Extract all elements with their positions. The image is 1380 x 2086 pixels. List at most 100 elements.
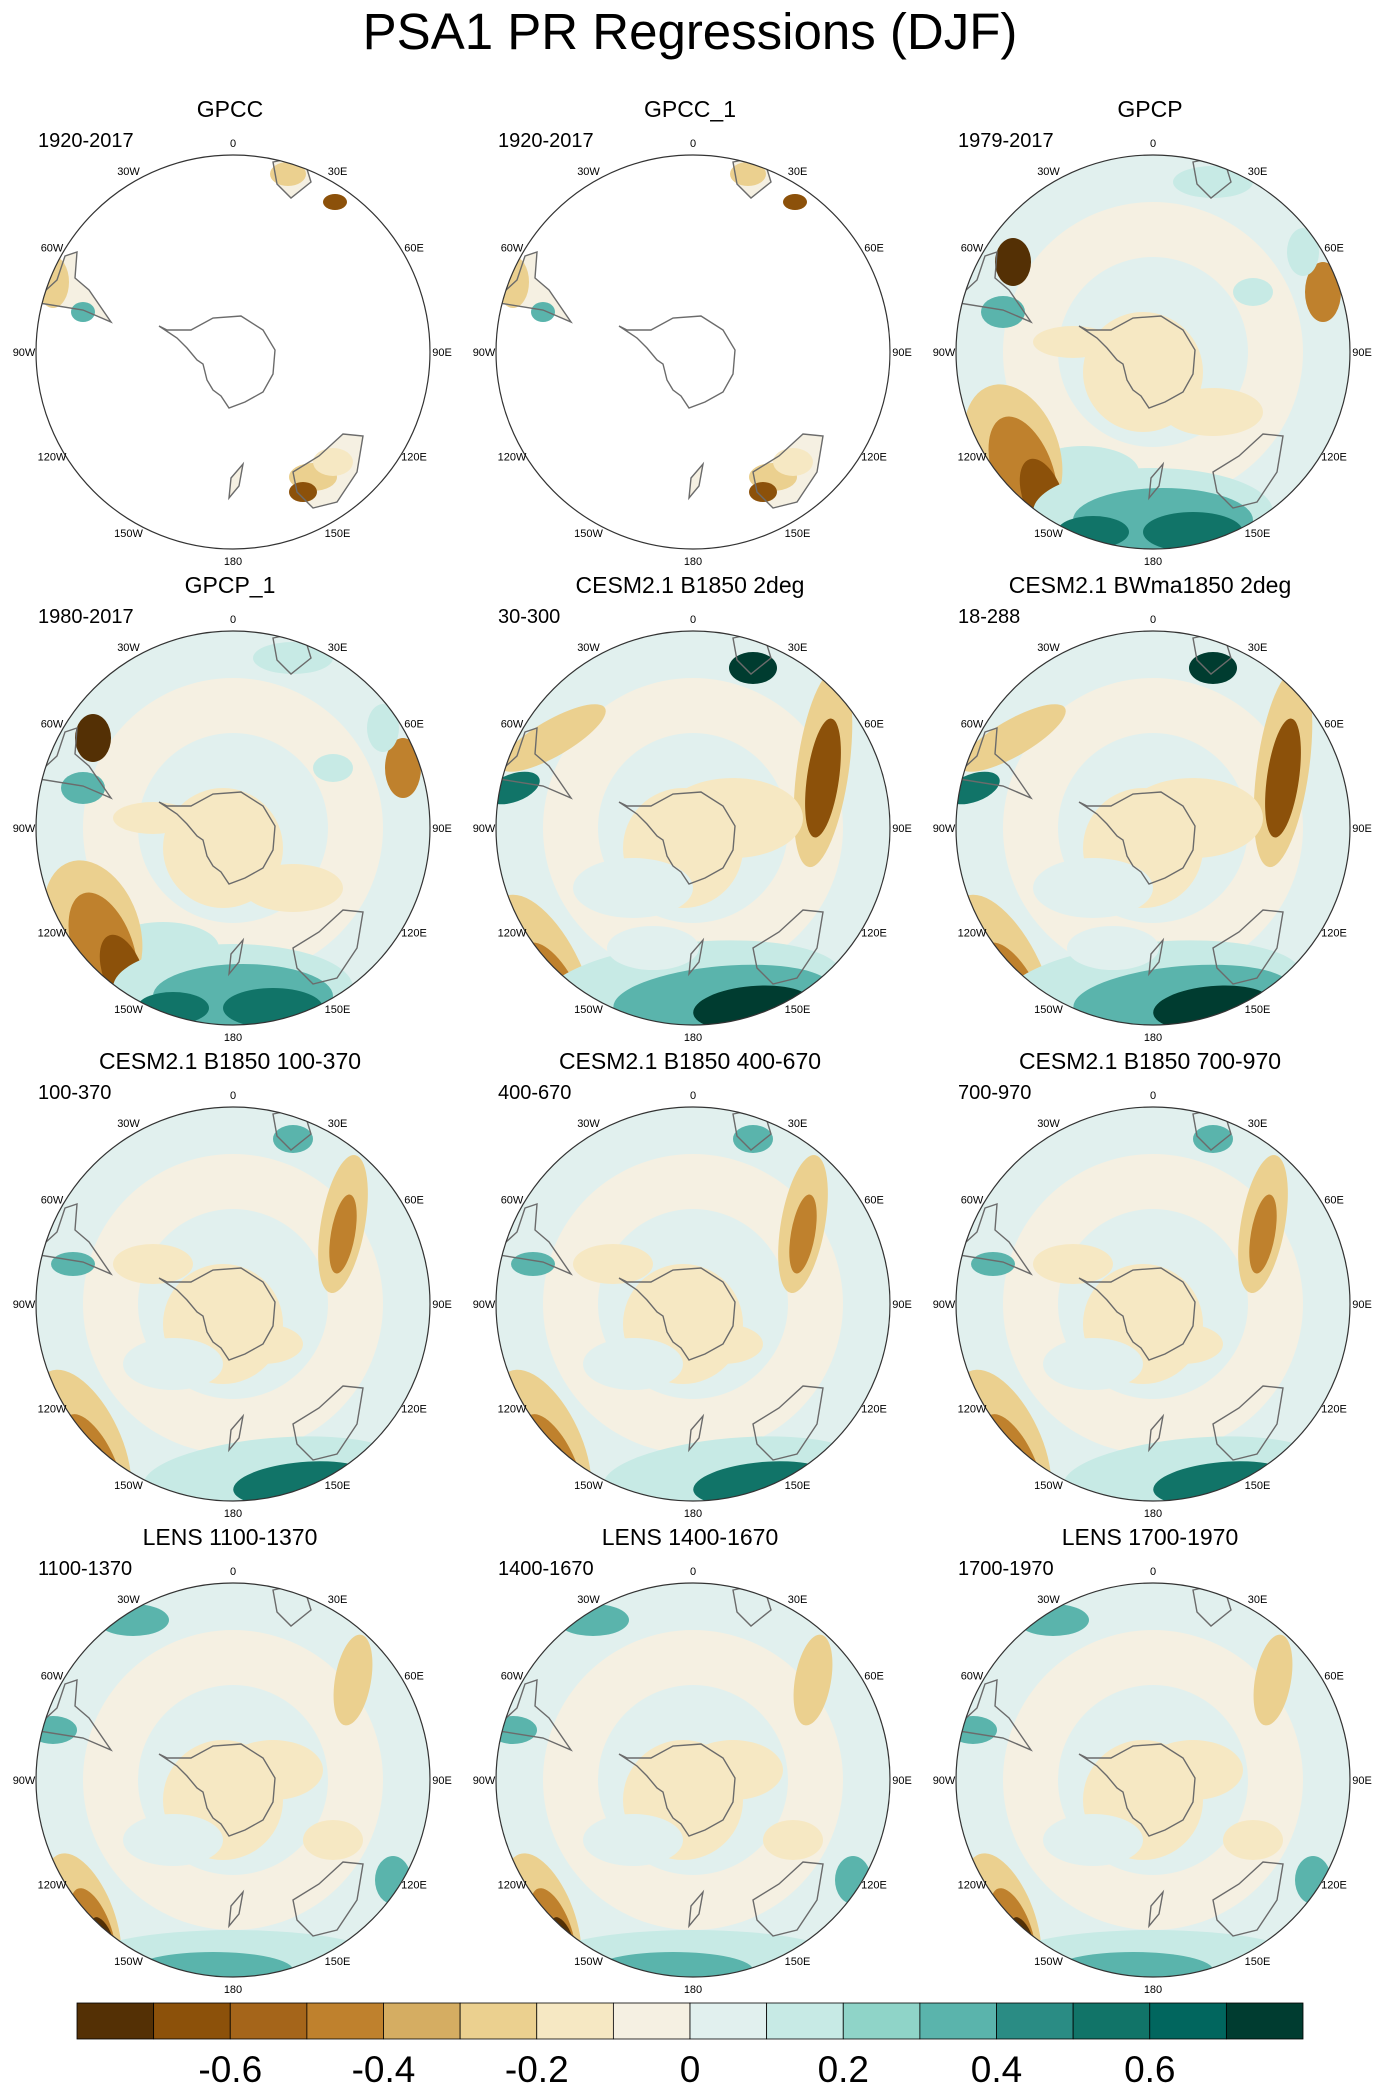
longitude-label: 180 [224, 1032, 242, 1044]
longitude-label: 150E [325, 1480, 351, 1492]
coastline [618, 315, 736, 409]
longitude-label: 30E [788, 1118, 808, 1130]
longitude-label: 120E [861, 1404, 887, 1416]
coastline [618, 791, 736, 885]
longitude-label: 30E [1248, 166, 1268, 178]
colorbar-box [766, 2002, 844, 2040]
longitude-label: 30E [1248, 1594, 1268, 1606]
map-panel: CESM2.1 B1850 400-670 0 30E 60E 90E 120E 150E 1… [460, 1047, 920, 1522]
map-panel: GPCC 0 30E 60E 90E 120E 150E 180 150W 120W 90W 60W 3… [0, 95, 460, 570]
map-boundary [955, 1106, 1351, 1502]
coastline [292, 1861, 364, 1937]
longitude-label: 30W [117, 166, 140, 178]
longitude-label: 150W [574, 1480, 603, 1492]
anomaly-contour [960, 704, 1066, 772]
longitude-label: 30E [1248, 1118, 1268, 1130]
longitude-label: 150E [325, 1956, 351, 1968]
anomaly-contour [253, 642, 333, 674]
colorbar-box [612, 2002, 691, 2040]
longitude-label: 60E [1324, 1195, 1344, 1207]
map-panel: GPCP_1 0 30E 60E 90E 120E 150E 180 150W 120W 90W 60… [0, 571, 460, 1046]
longitude-label: 60E [864, 1671, 884, 1683]
longitude-label: 30W [577, 1594, 600, 1606]
polar-map: 0 30E 60E 90E 120E 150E 180 150W 120W 90W 60W 30W [473, 614, 912, 1044]
map-panel: LENS 1100-1370 0 30E 60E 90E 120E 150E 180 150W 1… [0, 1523, 460, 1998]
anomaly-contour [385, 738, 421, 798]
polar-map: 0 30E 60E 90E 120E 150E 180 150W 120W 90W 60W 30W [473, 1566, 912, 1996]
anomaly-contour [663, 778, 803, 858]
longitude-label: 150W [114, 1956, 143, 1968]
anomaly-contour [313, 754, 353, 782]
anomaly-contour [1033, 326, 1113, 358]
anomaly-contour [223, 988, 323, 1025]
longitude-label: 30E [788, 166, 808, 178]
colorbar-tick-label: 0.6 [1124, 2049, 1175, 2086]
anomaly-contour [1017, 1604, 1089, 1636]
polar-map: 0 30E 60E 90E 120E 150E 180 150W 120W 90W 60W 30W [13, 1566, 452, 1996]
anomaly-contour [573, 858, 693, 918]
anomaly-contour [531, 302, 555, 322]
coastline [1212, 433, 1284, 509]
anomaly-contour [1067, 926, 1159, 970]
map-boundary [35, 1106, 431, 1502]
longitude-label: 30E [328, 166, 348, 178]
polar-map: 0 30E 60E 90E 120E 150E 180 150W 120W 90W 60W 30W [473, 138, 912, 568]
colorbar-box [153, 2002, 231, 2040]
longitude-label: 120E [1321, 928, 1347, 940]
anomaly-contour [123, 1338, 223, 1390]
longitude-label: 60W [961, 719, 984, 731]
longitude-label: 0 [690, 614, 696, 626]
anomaly-contour [583, 1814, 683, 1866]
longitude-label: 90W [933, 823, 956, 835]
longitude-label: 0 [690, 1566, 696, 1578]
anomaly-contour [557, 1604, 629, 1636]
longitude-label: 90W [933, 1299, 956, 1311]
longitude-label: 0 [1150, 1566, 1156, 1578]
polar-map: 0 30E 60E 90E 120E 150E 180 150W 120W 90W 60W 30W [473, 1090, 912, 1520]
longitude-label: 90W [473, 347, 496, 359]
coastline [496, 1203, 573, 1276]
longitude-label: 0 [690, 138, 696, 150]
longitude-label: 60E [1324, 1671, 1344, 1683]
longitude-label: 60E [404, 1671, 424, 1683]
coastline [1148, 937, 1165, 977]
longitude-label: 0 [230, 1090, 236, 1102]
map-boundary [495, 630, 891, 1026]
longitude-label: 60W [501, 243, 524, 255]
longitude-label: 90E [892, 823, 912, 835]
coastline [496, 727, 573, 800]
coastline [228, 1413, 245, 1453]
longitude-label: 120E [401, 1880, 427, 1892]
longitude-label: 0 [690, 1090, 696, 1102]
longitude-label: 180 [684, 1032, 702, 1044]
longitude-label: 180 [684, 1984, 702, 1996]
anomaly-contour [1249, 1194, 1277, 1274]
polar-map: 0 30E 60E 90E 120E 150E 180 150W 120W 90W 60W 30W [933, 614, 1372, 1044]
coastline [688, 1889, 705, 1929]
anomaly-contour [733, 1125, 773, 1153]
coastline [618, 1743, 736, 1837]
longitude-label: 60E [1324, 243, 1344, 255]
anomaly-contour [500, 704, 606, 772]
anomaly-contour [36, 1716, 77, 1744]
anomaly-contour [1033, 858, 1153, 918]
coastline [158, 791, 276, 885]
colorbar-box [536, 2002, 614, 2040]
longitude-label: 30E [788, 642, 808, 654]
panel-title: GPCP_1 [184, 572, 276, 598]
map-panel: CESM2.1 B1850 2deg 0 30E 60E 90E 120E 150E 180 1… [460, 571, 920, 1046]
map-panel: LENS 1700-1970 0 30E 60E 90E 120E 150E 180 150W 1… [920, 1523, 1380, 1998]
map-panel: CESM2.1 BWma1850 2deg 0 30E 60E 90E 120E 150E 1… [920, 571, 1380, 1046]
longitude-label: 120E [861, 1880, 887, 1892]
longitude-label: 150W [114, 528, 143, 540]
polar-map: 0 30E 60E 90E 120E 150E 180 150W 120W 90W 60W 30W [13, 614, 452, 1044]
coastline [1078, 1743, 1196, 1837]
coastline [1078, 315, 1196, 409]
map-boundary [955, 154, 1351, 550]
longitude-label: 120E [1321, 1880, 1347, 1892]
longitude-label: 150W [1034, 1004, 1063, 1016]
longitude-label: 150W [574, 528, 603, 540]
colorbar-box [76, 2002, 155, 2040]
longitude-label: 30W [117, 1594, 140, 1606]
anomaly-contour [1173, 166, 1253, 198]
